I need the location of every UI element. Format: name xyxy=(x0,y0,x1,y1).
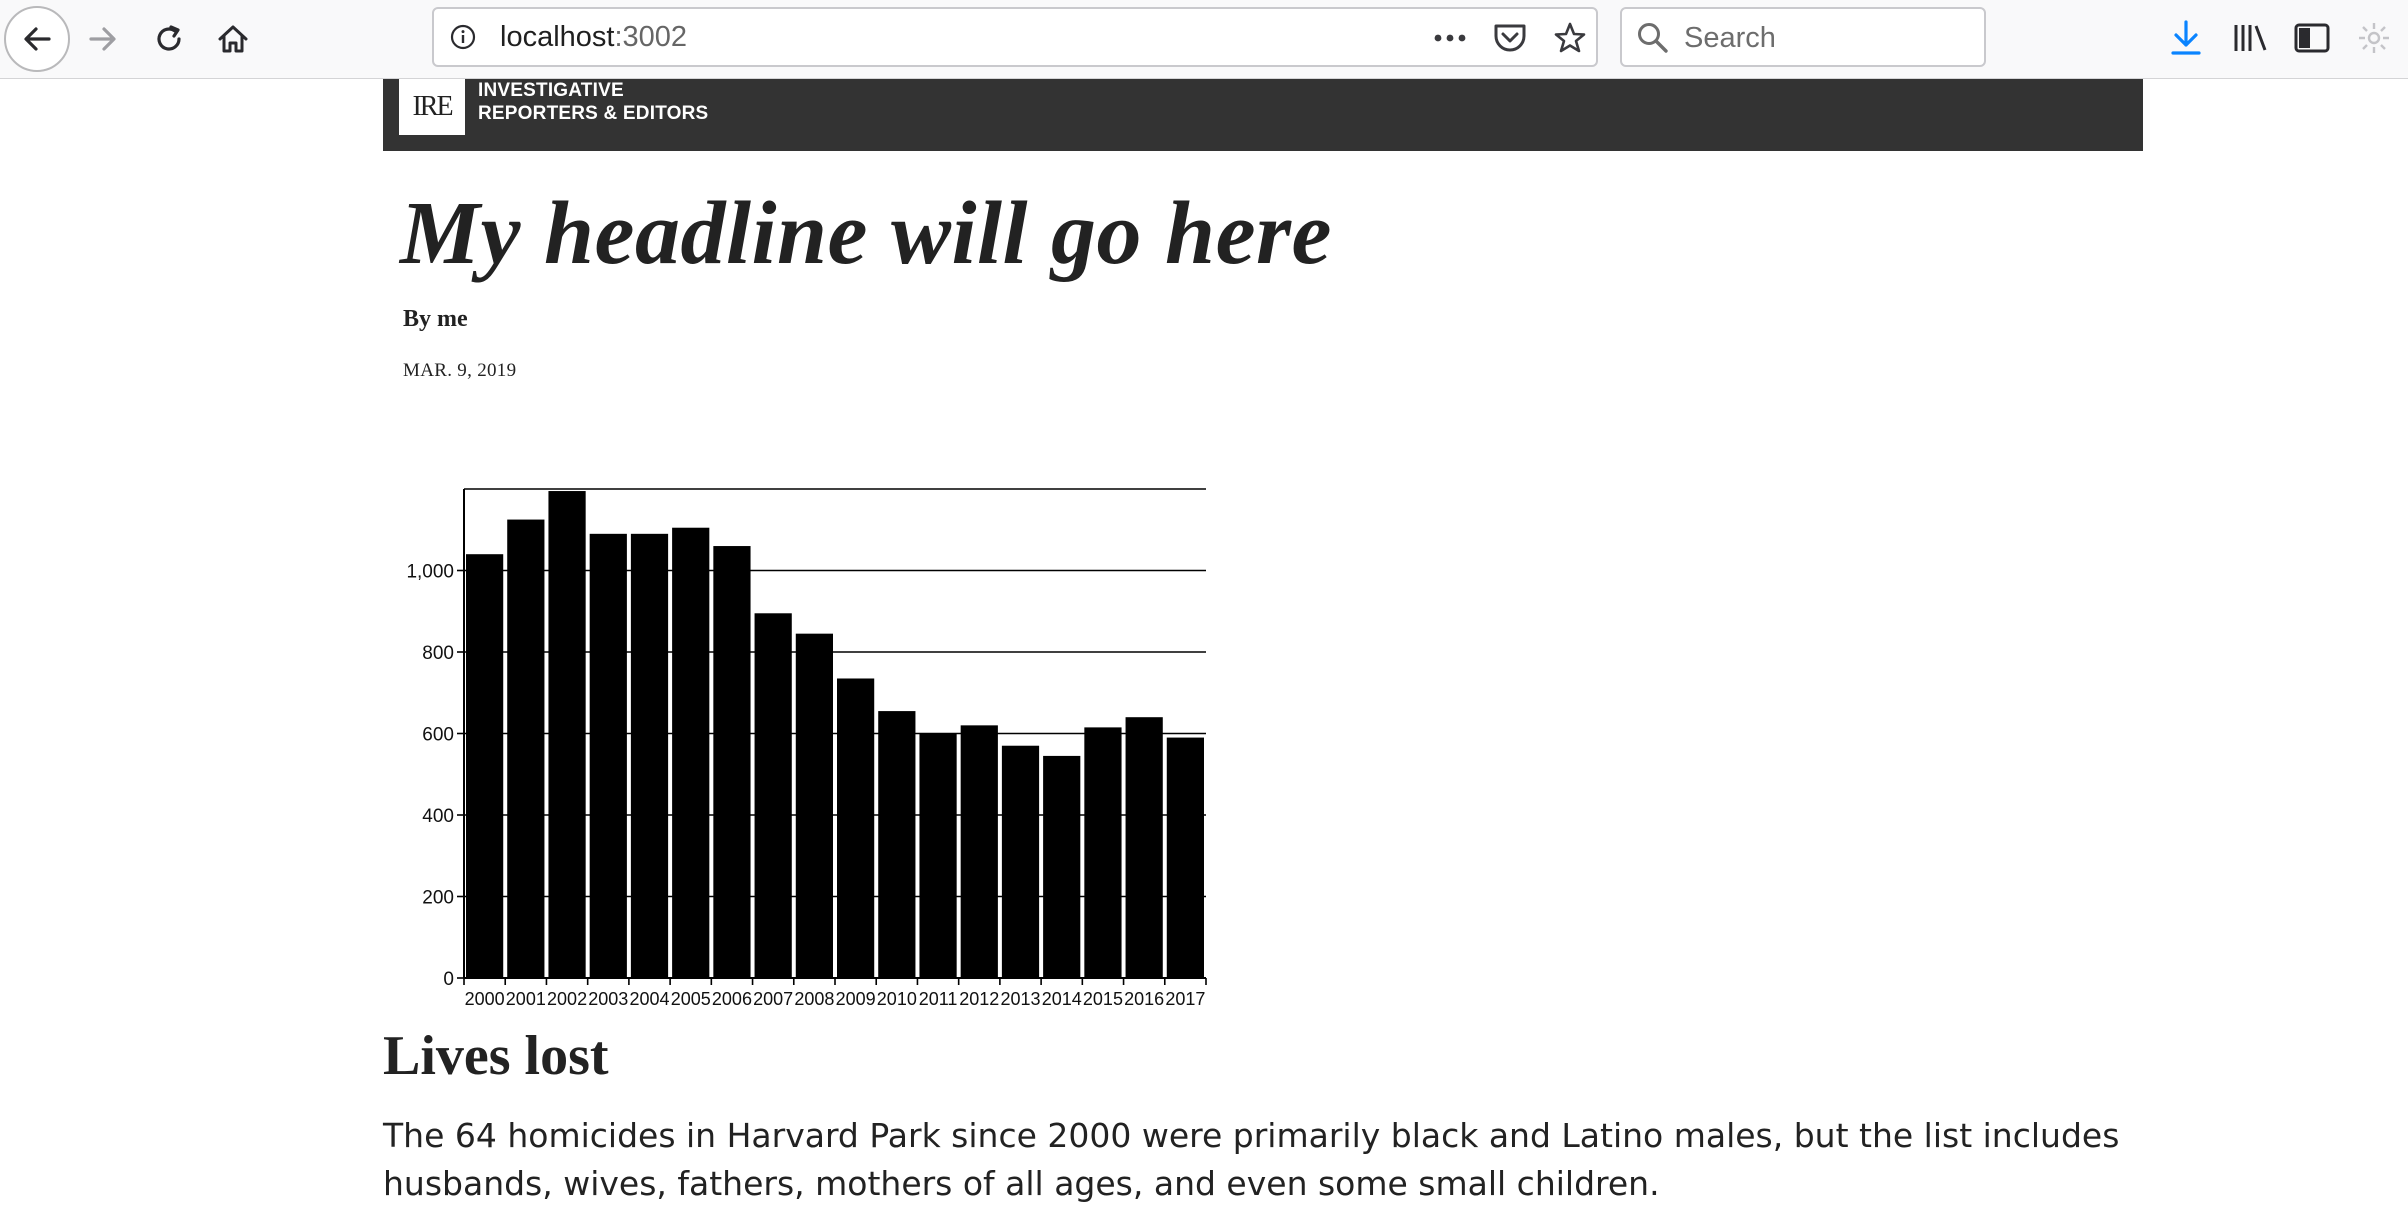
article-paragraph: The 64 homicides in Harvard Park since 2… xyxy=(383,1116,2120,1203)
x-tick-label: 2016 xyxy=(1124,989,1164,1009)
bar xyxy=(630,533,669,978)
pocket-icon[interactable] xyxy=(1490,18,1530,58)
x-tick-label: 2015 xyxy=(1083,989,1123,1009)
sidebar-toggle-icon[interactable] xyxy=(2290,16,2334,60)
bar xyxy=(672,527,710,978)
x-tick-label: 2012 xyxy=(959,989,999,1009)
x-tick-label: 2000 xyxy=(465,989,505,1009)
home-button[interactable] xyxy=(200,6,266,72)
back-button[interactable] xyxy=(4,6,70,72)
url-text[interactable]: localhost:3002 xyxy=(500,21,688,53)
bar xyxy=(1043,755,1081,978)
article-date: MAR. 9, 2019 xyxy=(403,360,517,381)
y-tick-label: 600 xyxy=(422,725,454,746)
bar xyxy=(1166,737,1204,978)
site-name-line1: INVESTIGATIVE xyxy=(478,80,624,101)
x-tick-label: 2013 xyxy=(1000,989,1040,1009)
y-tick-label: 0 xyxy=(443,969,454,990)
extension-icon[interactable] xyxy=(2352,16,2396,60)
bar xyxy=(589,533,627,978)
bar xyxy=(1125,717,1163,978)
bar xyxy=(919,733,957,978)
x-tick-label: 2014 xyxy=(1042,989,1082,1009)
bar xyxy=(795,633,833,978)
x-tick-label: 2001 xyxy=(506,989,546,1009)
search-placeholder: Search xyxy=(1684,22,1776,54)
search-icon xyxy=(1638,23,1668,53)
search-input[interactable]: Search xyxy=(1620,7,1986,67)
x-tick-label: 2002 xyxy=(547,989,587,1009)
forward-arrow-icon xyxy=(89,27,116,51)
site-name[interactable]: INVESTIGATIVE REPORTERS & EDITORS xyxy=(478,79,708,125)
x-tick-label: 2007 xyxy=(753,989,793,1009)
site-header: IRE INVESTIGATIVE REPORTERS & EDITORS xyxy=(383,79,2143,151)
y-tick-label: 400 xyxy=(422,806,454,827)
back-arrow-icon xyxy=(24,27,51,51)
bar xyxy=(1084,727,1122,978)
y-tick-label: 800 xyxy=(422,643,454,664)
bar xyxy=(548,491,586,978)
bar xyxy=(466,554,504,978)
article-headline: My headline will go here xyxy=(400,184,1332,283)
page-actions-icon[interactable] xyxy=(1430,18,1470,58)
url-bar[interactable]: localhost:3002 xyxy=(432,7,1598,67)
forward-button[interactable] xyxy=(70,6,136,72)
download-icon[interactable] xyxy=(2164,16,2208,60)
bar xyxy=(878,711,916,978)
home-icon xyxy=(218,25,248,53)
site-info-icon[interactable] xyxy=(448,22,478,52)
y-tick-label: 1,000 xyxy=(406,562,454,583)
browser-toolbar: localhost:3002 Search xyxy=(0,0,2408,79)
library-icon[interactable] xyxy=(2228,16,2272,60)
reload-button[interactable] xyxy=(136,6,202,72)
x-tick-label: 2004 xyxy=(629,989,669,1009)
x-tick-label: 2009 xyxy=(836,989,876,1009)
reload-icon xyxy=(157,25,181,51)
bar xyxy=(713,546,751,978)
section-heading: Lives lost xyxy=(383,1025,609,1087)
bookmark-star-icon[interactable] xyxy=(1550,18,1590,58)
bar xyxy=(960,725,998,978)
x-tick-label: 2011 xyxy=(919,989,958,1009)
bar xyxy=(754,613,792,978)
ire-logo[interactable]: IRE xyxy=(399,79,465,135)
x-tick-label: 2017 xyxy=(1165,989,1205,1009)
x-tick-label: 2008 xyxy=(794,989,834,1009)
bar xyxy=(837,678,875,978)
x-tick-label: 2005 xyxy=(671,989,711,1009)
article-byline: By me xyxy=(403,306,468,332)
bar xyxy=(1001,745,1040,978)
x-tick-label: 2010 xyxy=(877,989,917,1009)
site-name-line2: REPORTERS & EDITORS xyxy=(478,103,709,124)
x-tick-label: 2006 xyxy=(712,989,752,1009)
y-tick-label: 200 xyxy=(422,888,454,909)
x-tick-label: 2003 xyxy=(588,989,628,1009)
bar xyxy=(507,519,545,978)
